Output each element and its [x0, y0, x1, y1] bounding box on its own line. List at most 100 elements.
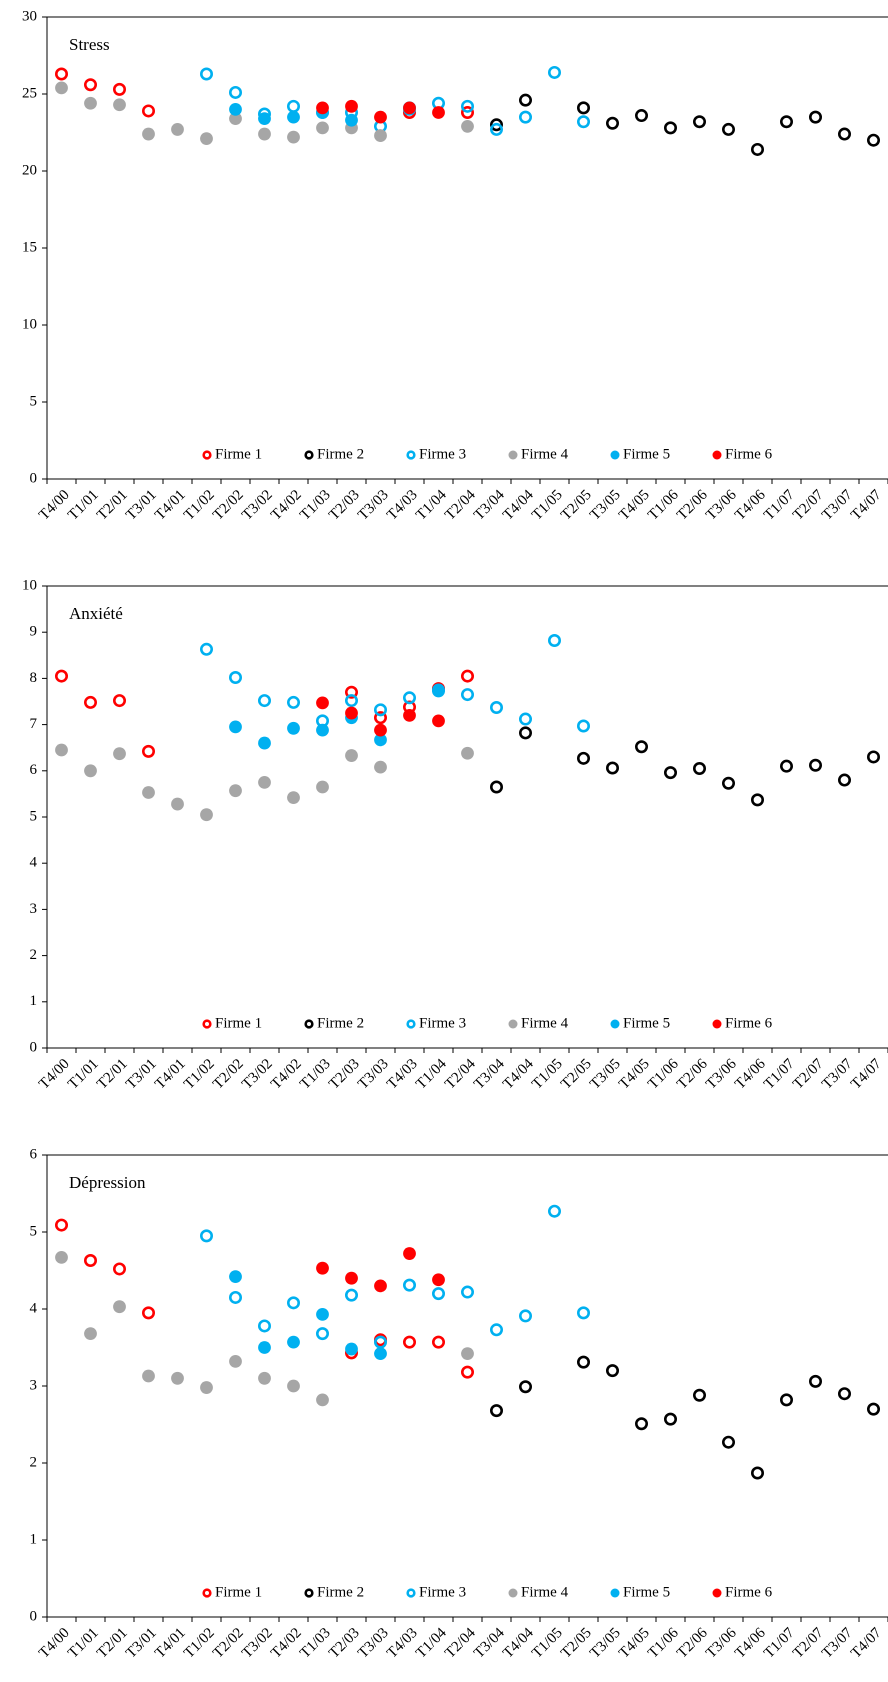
x-tick-label: T4/06: [732, 1056, 769, 1093]
x-tick-label: T4/02: [268, 1625, 305, 1662]
x-tick-label: T4/05: [616, 1625, 653, 1662]
x-tick-label: T4/02: [268, 1056, 305, 1093]
x-tick-label: T2/04: [442, 1056, 479, 1093]
x-tick-label: T3/02: [239, 1056, 276, 1093]
x-tick-label: T3/03: [355, 487, 392, 524]
data-point: [402, 1335, 416, 1349]
data-point: [721, 1435, 735, 1449]
data-point: [200, 67, 214, 81]
data-point: [403, 708, 416, 722]
data-point: [316, 780, 329, 794]
data-point: [518, 712, 532, 726]
data-point: [54, 669, 68, 683]
data-point: [229, 1354, 242, 1368]
x-tick-label: T2/01: [94, 1625, 131, 1662]
legend-label: Firme 2: [317, 1015, 364, 1031]
data-point: [808, 1374, 822, 1388]
data-point: [432, 106, 445, 119]
x-tick-label: T2/06: [674, 1056, 711, 1093]
data-point: [403, 101, 416, 115]
data-point: [229, 720, 242, 734]
x-tick-label: T1/06: [645, 487, 682, 524]
data-point: [142, 127, 155, 141]
data-point: [489, 1323, 503, 1337]
data-point: [837, 773, 851, 787]
legend-marker: [610, 1588, 620, 1598]
data-point: [113, 98, 126, 112]
data-point: [258, 112, 271, 126]
x-tick-label: T3/07: [819, 1625, 856, 1662]
data-point: [229, 85, 243, 99]
data-point: [229, 112, 242, 126]
data-point: [315, 1327, 329, 1341]
x-tick-label: T3/02: [239, 1625, 276, 1662]
data-point: [287, 110, 300, 124]
y-tick-label: 8: [30, 670, 38, 686]
data-point: [605, 1364, 619, 1378]
data-point: [432, 1273, 445, 1287]
chart: 051015202530T4/00T1/01T2/01T3/01T4/01T1/…: [22, 8, 888, 524]
x-tick-label: T2/01: [94, 487, 131, 524]
x-tick-label: T4/04: [500, 1625, 537, 1662]
legend-marker: [202, 450, 212, 460]
data-point: [373, 703, 387, 717]
data-point: [432, 714, 445, 728]
data-point: [692, 1388, 706, 1402]
data-point: [692, 761, 706, 775]
data-point: [779, 1393, 793, 1407]
legend-marker: [712, 450, 722, 460]
data-point: [489, 1404, 503, 1418]
data-point: [750, 793, 764, 807]
data-point: [431, 1335, 445, 1349]
x-tick-label: T1/07: [761, 1056, 798, 1093]
y-tick-label: 25: [22, 85, 37, 101]
x-tick-label: T1/02: [181, 1625, 218, 1662]
x-tick-label: T3/01: [123, 1625, 160, 1662]
x-tick-label: T2/02: [210, 1056, 247, 1093]
legend-marker: [610, 1019, 620, 1029]
data-point: [344, 685, 358, 699]
data-point: [750, 142, 764, 156]
x-tick-label: T2/03: [326, 1625, 363, 1662]
legend-label: Firme 5: [623, 446, 670, 462]
data-point: [837, 1387, 851, 1401]
data-point: [171, 123, 184, 136]
data-point: [84, 96, 97, 110]
data-point: [779, 115, 793, 129]
data-point: [286, 695, 300, 709]
x-tick-label: T2/06: [674, 487, 711, 524]
legend-label: Firme 6: [725, 1584, 773, 1600]
y-tick-label: 4: [30, 855, 38, 871]
data-point: [721, 776, 735, 790]
data-point: [258, 775, 271, 789]
data-point: [200, 1229, 214, 1243]
x-tick-label: T1/01: [65, 487, 102, 524]
data-point: [374, 760, 387, 774]
legend-label: Firme 6: [725, 1015, 773, 1031]
y-tick-label: 10: [22, 316, 37, 332]
y-tick-label: 2: [30, 947, 38, 963]
x-tick-label: T1/02: [181, 487, 218, 524]
data-point: [258, 127, 271, 141]
x-tick-label: T1/03: [297, 1625, 334, 1662]
x-tick-label: T1/06: [645, 1625, 682, 1662]
data-point: [663, 766, 677, 780]
x-tick-label: T3/06: [703, 1625, 740, 1662]
data-point: [200, 1381, 213, 1394]
x-tick-label: T2/04: [442, 487, 479, 524]
y-tick-label: 20: [22, 162, 37, 178]
data-point: [84, 695, 98, 709]
legend-label: Firme 4: [521, 446, 569, 462]
x-tick-label: T1/01: [65, 1625, 102, 1662]
x-tick-label: T4/07: [848, 1056, 885, 1093]
x-tick-label: T4/05: [616, 1056, 653, 1093]
data-point: [605, 116, 619, 130]
x-tick-label: T3/05: [587, 1625, 624, 1662]
data-point: [258, 1371, 271, 1385]
legend-marker: [406, 1019, 416, 1029]
data-point: [663, 121, 677, 135]
legend-marker: [304, 1588, 314, 1598]
data-point: [316, 1307, 329, 1321]
x-tick-label: T1/02: [181, 1056, 218, 1093]
